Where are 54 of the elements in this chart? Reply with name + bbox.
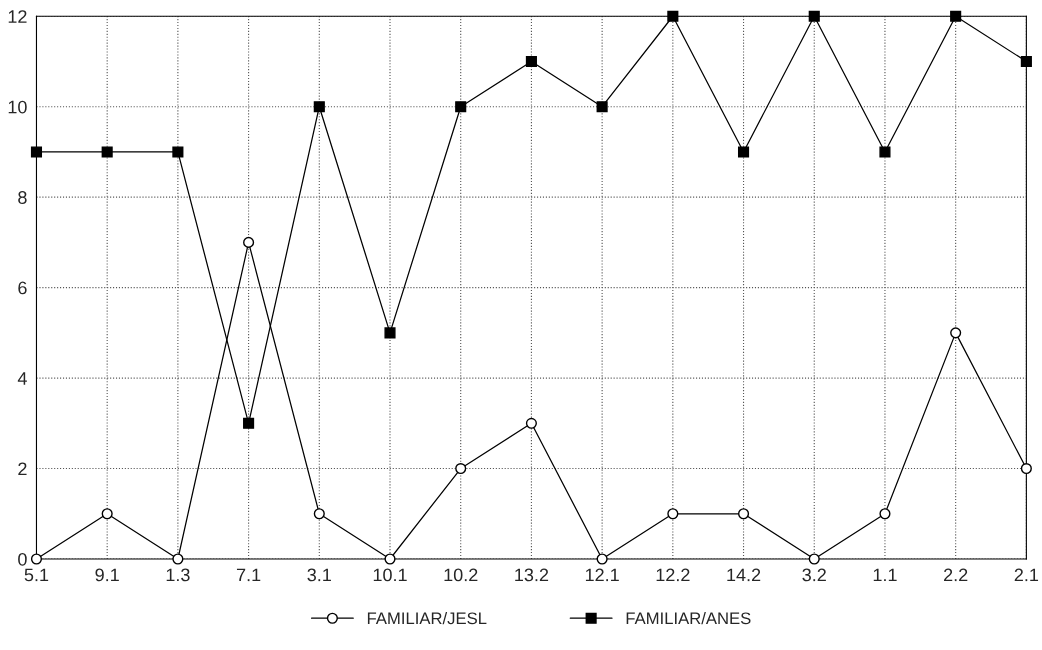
- point: [1020, 55, 1032, 68]
- legend-label: FAMILIAR/ANES: [626, 611, 751, 625]
- point: [737, 146, 750, 158]
- point: [101, 146, 113, 158]
- y-tick-label: 0: [18, 552, 27, 566]
- x-tick-label: 13.2: [515, 568, 549, 582]
- point: [525, 417, 537, 429]
- x-tick-label: 1.3: [166, 568, 190, 582]
- point: [1020, 462, 1032, 475]
- point: [172, 553, 184, 565]
- point: [101, 508, 113, 520]
- point: [950, 10, 962, 22]
- x-tick-label: 2.1: [1014, 568, 1039, 582]
- x-tick-label: 3.2: [802, 568, 826, 582]
- y-tick-label: 4: [17, 372, 27, 385]
- point: [455, 101, 467, 113]
- y-tick-label: 8: [18, 191, 27, 204]
- point: [737, 508, 750, 520]
- point: [667, 508, 679, 520]
- point: [879, 508, 891, 520]
- x-tick-label: 5.1: [24, 568, 49, 582]
- point: [455, 462, 467, 475]
- point: [950, 327, 962, 339]
- y-tick-label: 6: [18, 281, 27, 295]
- x-tick-label: 2.2: [944, 568, 968, 582]
- x-tick-label: 12.1: [585, 568, 619, 582]
- point: [667, 10, 679, 22]
- point: [313, 508, 325, 520]
- x-tick-label: 7.1: [236, 568, 261, 582]
- point: [384, 553, 396, 565]
- point: [808, 553, 820, 565]
- point: [30, 553, 43, 565]
- point: [384, 327, 396, 339]
- point: [243, 236, 255, 248]
- y-tick-label: 12: [8, 10, 27, 23]
- y-tick-label: 10: [8, 100, 27, 114]
- point: [596, 553, 608, 565]
- point: [525, 55, 537, 68]
- point: [313, 101, 325, 113]
- point: [879, 146, 891, 158]
- point: [172, 146, 184, 158]
- point: [243, 417, 255, 429]
- x-tick-label: 12.2: [656, 568, 690, 582]
- x-tick-label: 1.1: [873, 568, 897, 582]
- legend-label: FAMILIAR/JESL: [367, 611, 487, 625]
- point: [808, 10, 820, 22]
- x-tick-label: 10.2: [444, 568, 478, 582]
- x-tick-label: 10.1: [373, 568, 407, 582]
- point: [30, 146, 43, 158]
- x-tick-label: 3.1: [307, 568, 331, 582]
- point: [596, 101, 608, 113]
- y-tick-label: 2: [18, 462, 27, 476]
- x-tick-label: 9.1: [95, 568, 119, 582]
- x-tick-label: 14.2: [727, 568, 761, 582]
